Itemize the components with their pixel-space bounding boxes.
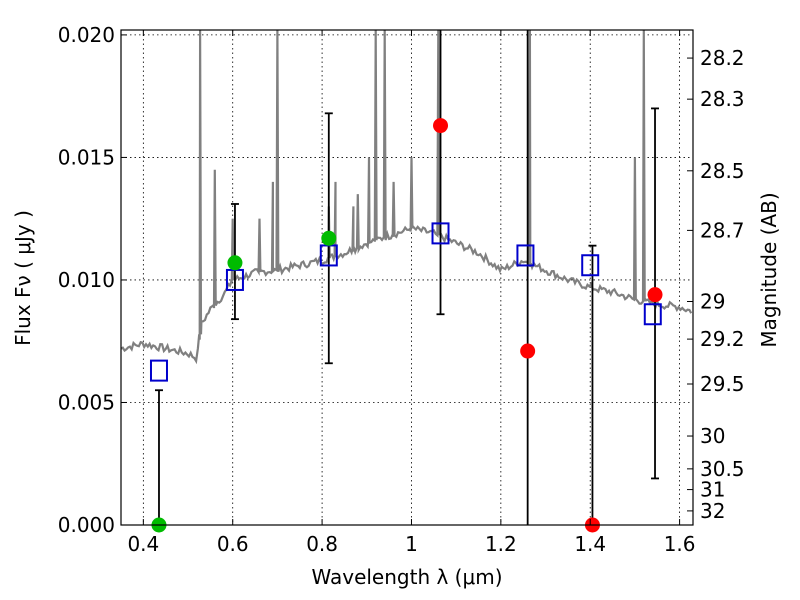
observed-point [647,287,663,303]
y-tick-label: 0.020 [58,23,115,47]
mag-tick-label: 32 [700,499,725,523]
mag-tick-label: 29 [700,290,725,314]
x-tick-label: 1 [405,532,418,556]
spectrum-layer [120,29,693,365]
model-point [149,359,168,382]
mag-tick-label: 28.3 [700,87,745,111]
mag-tick-label: 31 [700,478,725,502]
model-point [643,303,662,326]
mag-tick-label: 28.2 [700,46,745,70]
observed-point [520,343,536,359]
y2-axis-label: Magnitude (AB) [757,192,781,347]
y-tick-label: 0.000 [58,513,115,537]
y-tick-label: 0.005 [58,390,115,414]
mag-tick-label: 30 [700,424,725,448]
model-point [581,254,600,277]
y-axis-label: Flux Fν ( μJy ) [11,210,35,346]
plot-frame [120,29,694,526]
x-tick-label: 0.6 [217,532,249,556]
mag-tick-label: 30.5 [700,457,745,481]
model-points-layer [149,222,662,382]
observed-point [321,230,337,246]
observed-point [433,118,449,134]
x-tick-label: 1.6 [664,532,696,556]
mag-tick-label: 28.7 [700,218,745,242]
observed-point [227,255,243,271]
y-tick-label: 0.015 [58,145,115,169]
mag-tick-label: 29.2 [700,327,745,351]
x-tick-label: 0.4 [127,532,159,556]
x-axis-label: Wavelength λ (μm) [311,565,502,589]
spectrum-line [120,29,693,365]
model-point [431,222,450,245]
y-tick-label: 0.010 [58,268,115,292]
observed-points-layer [151,118,663,533]
x-tick-label: 0.8 [306,532,338,556]
errorbar-layer [154,30,660,525]
x-tick-label: 1.2 [485,532,517,556]
x-tick-label: 1.4 [574,532,606,556]
mag-tick-label: 28.5 [700,159,745,183]
model-point [516,244,535,267]
mag-tick-label: 29.5 [700,372,745,396]
grid-layer [121,30,693,526]
ticks-layer: 0.4 0.6 0.8 1 1.2 1.4 1.6 0.000 0.005 0.010 0.015 0… [58,23,745,556]
